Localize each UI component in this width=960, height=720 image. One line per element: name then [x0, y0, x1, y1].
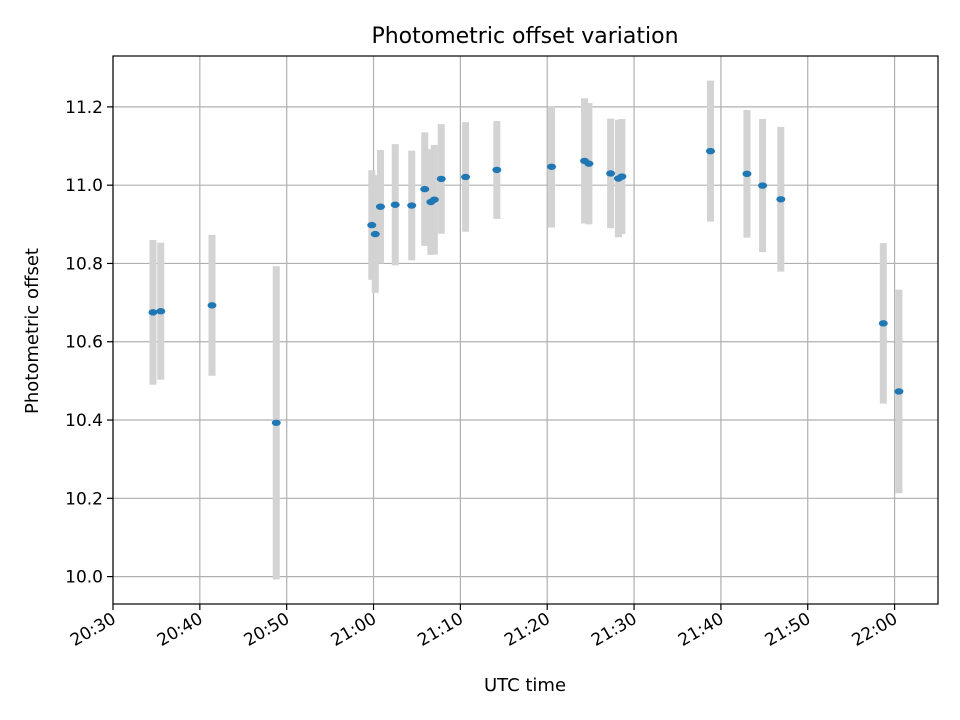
x-tick-label: 21:50: [762, 609, 814, 651]
data-point: [492, 166, 502, 174]
data-point: [705, 147, 715, 155]
errorbars: [149, 80, 903, 580]
data-point: [461, 173, 471, 181]
data-point: [617, 173, 627, 180]
y-tick-label: 10.8: [65, 254, 103, 274]
x-tick-label: 21:40: [675, 609, 727, 651]
data-point: [758, 182, 768, 189]
x-tick-label: 21:10: [414, 609, 466, 651]
plot-frame: [112, 55, 939, 605]
y-tick-label: 11.0: [65, 176, 103, 196]
x-tick-label: 20:50: [241, 609, 293, 651]
y-axis-label: Photometric offset: [22, 248, 43, 414]
x-tick-label: 21:00: [328, 609, 380, 651]
x-tick-label: 21:20: [501, 609, 553, 651]
data-point: [606, 170, 616, 177]
data-point: [742, 170, 752, 178]
y-axis-ticks: 10.0 10.2 10.4 10.6 10.8 11.0 11.2: [65, 98, 113, 588]
data-point: [894, 388, 904, 395]
data-point: [148, 309, 158, 316]
y-tick-label: 11.2: [65, 98, 103, 118]
data-point: [367, 221, 377, 229]
x-tick-label: 21:30: [588, 609, 640, 651]
data-point: [407, 202, 417, 209]
data-point: [370, 230, 380, 238]
grid: [112, 56, 938, 604]
y-tick-label: 10.4: [65, 411, 103, 431]
chart-title: Photometric offset variation: [371, 24, 678, 49]
data-point: [584, 160, 594, 167]
data-point: [420, 185, 430, 193]
x-tick-label: 20:40: [154, 609, 206, 651]
y-tick-label: 10.0: [65, 568, 103, 588]
x-axis-ticks: 20:30 20:40 20:50 21:00 21:10 21:20 21:30 21:40…: [67, 604, 901, 651]
data-point: [547, 163, 557, 170]
data-points: [148, 147, 904, 426]
data-point: [156, 308, 166, 315]
x-axis-label: UTC time: [484, 675, 566, 696]
y-tick-label: 10.6: [65, 333, 103, 353]
y-tick-label: 10.2: [65, 489, 103, 509]
data-point: [390, 201, 400, 208]
data-point: [207, 302, 217, 309]
x-tick-label: 20:30: [67, 609, 119, 651]
data-point: [776, 196, 786, 203]
data-point: [271, 419, 281, 426]
data-point: [436, 175, 446, 183]
x-tick-label: 22:00: [849, 609, 901, 651]
data-point: [375, 203, 385, 210]
data-point: [878, 320, 888, 327]
data-point: [429, 196, 439, 203]
